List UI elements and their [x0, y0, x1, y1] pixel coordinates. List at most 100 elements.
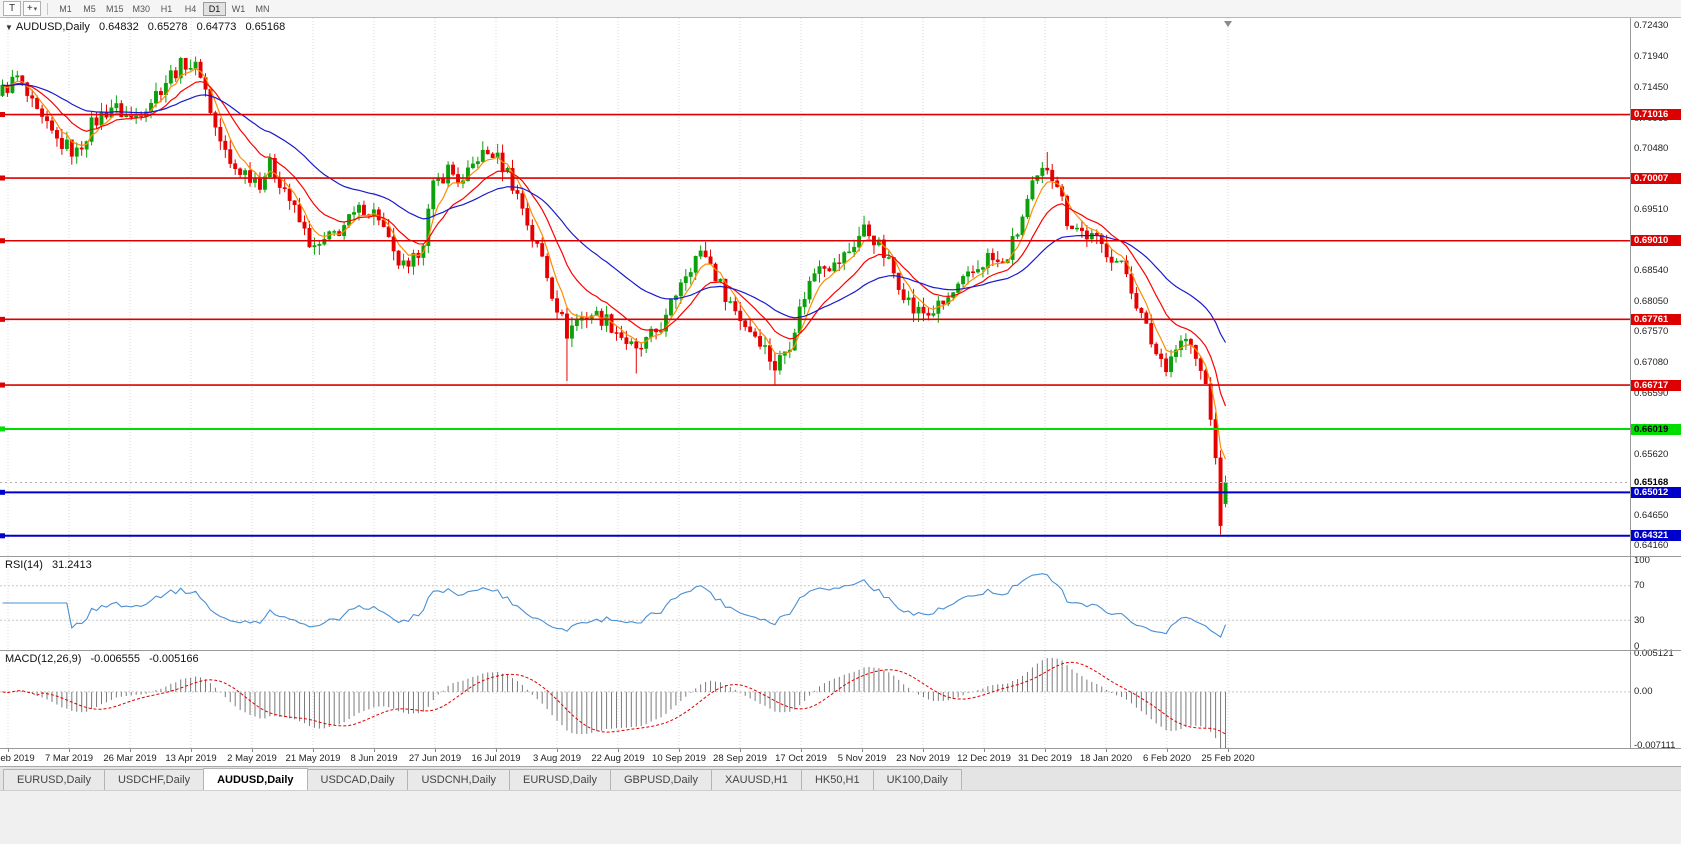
chart-canvas[interactable] — [0, 18, 1630, 748]
line-handle[interactable] — [0, 316, 5, 322]
rsi-axis-label: 100 — [1634, 554, 1650, 566]
price-level-label: 0.66717 — [1631, 379, 1681, 391]
timeframe-buttons: M1 M5 M15 M30 H1 H4 D1 W1 MN — [54, 1, 274, 16]
price-tick-label: 0.67570 — [1634, 325, 1669, 337]
date-label: 31 Dec 2019 — [1018, 753, 1072, 764]
line-handle[interactable] — [0, 112, 5, 118]
timeframe-button-d1[interactable]: D1 — [203, 1, 227, 16]
price-tick-label: 0.67080 — [1634, 356, 1669, 368]
chart-symbol-ohlc-label: ▼ AUDUSD,Daily 0.64832 0.65278 0.64773 0.… — [5, 21, 285, 33]
rsi-line — [2, 573, 1227, 638]
time-tick — [1106, 749, 1107, 752]
price-tick-label: 0.68050 — [1634, 295, 1669, 307]
moving-averages-layer — [2, 67, 1227, 460]
chart-shift-marker[interactable] — [1224, 21, 1232, 27]
price-tick-label: 0.70480 — [1634, 142, 1669, 154]
macd-signal-value: -0.005166 — [149, 653, 199, 665]
price-level-label: 0.69010 — [1631, 235, 1681, 247]
time-tick — [679, 749, 680, 752]
macd-name: MACD(12,26,9) — [5, 653, 82, 665]
timeframe-button-m5[interactable]: M5 — [78, 2, 101, 16]
chart-tab-hk50-h1[interactable]: HK50,H1 — [800, 769, 873, 790]
rsi-layer — [2, 573, 1227, 638]
chart-tab-audusd-daily[interactable]: AUDUSD,Daily — [203, 768, 308, 790]
current-price-label: 0.65168 — [1634, 477, 1669, 488]
time-tick — [618, 749, 619, 752]
time-axis[interactable]: 16 Feb 2019 7 Mar 2019 26 Mar 2019 13 Apr 2… — [0, 749, 1630, 766]
date-label: 16 Jul 2019 — [471, 753, 521, 764]
ma-mid-line — [2, 80, 1227, 407]
timeframe-button-h4[interactable]: H4 — [179, 2, 202, 16]
chart-tab-uk100-daily[interactable]: UK100,Daily — [872, 769, 962, 790]
price-tick-label: 0.68540 — [1634, 264, 1669, 276]
rsi-indicator-label: RSI(14) 31.2413 — [5, 559, 92, 571]
rsi-name: RSI(14) — [5, 559, 43, 571]
time-tick — [801, 749, 802, 752]
macd-value: -0.006555 — [90, 653, 141, 665]
macd-axis-label: 0.00 — [1634, 686, 1653, 698]
chart-tab-xauusd-h1[interactable]: XAUUSD,H1 — [710, 769, 801, 790]
timeframe-button-w1[interactable]: W1 — [227, 2, 250, 16]
line-handle[interactable] — [0, 238, 5, 244]
price-axis[interactable]: 0.724300.719400.714500.709600.704800.695… — [1630, 18, 1681, 751]
time-tick — [984, 749, 985, 752]
time-tick — [435, 749, 436, 752]
timeframe-button-m1[interactable]: M1 — [54, 2, 77, 16]
timeframe-button-m15[interactable]: M15 — [102, 2, 128, 16]
chart-tab-eurusd-daily[interactable]: EURUSD,Daily — [509, 769, 610, 790]
time-tick — [69, 749, 70, 752]
line-handle[interactable] — [0, 382, 5, 388]
chart-tabs-bar: EURUSD,Daily USDCHF,Daily AUDUSD,Daily USDC… — [0, 766, 1681, 790]
chart-tab-usdcad-daily[interactable]: USDCAD,Daily — [307, 769, 408, 790]
macd-panel-separator[interactable] — [0, 650, 1681, 651]
price-level-label: 0.70007 — [1631, 172, 1681, 184]
macd-axis-label: -0.007111 — [1634, 739, 1676, 751]
line-handle[interactable] — [0, 533, 5, 539]
date-label: 25 Feb 2020 — [1201, 753, 1255, 764]
horizontal-levels-layer — [0, 112, 1630, 539]
timeframe-button-h1[interactable]: H1 — [155, 2, 178, 16]
crosshair-tool-button[interactable]: + ▾ — [23, 1, 41, 16]
symbol-dropdown-icon[interactable]: ▼ — [5, 23, 13, 32]
open-value: 0.64832 — [98, 21, 139, 33]
time-tick — [191, 749, 192, 752]
crosshair-icon: + — [26, 3, 33, 14]
chart-tab-eurusd-daily[interactable]: EURUSD,Daily — [3, 769, 104, 790]
time-tick — [130, 749, 131, 752]
date-label: 21 May 2019 — [285, 753, 341, 764]
timeframe-button-mn[interactable]: MN — [251, 2, 274, 16]
date-label: 12 Dec 2019 — [957, 753, 1011, 764]
macd-indicator-label: MACD(12,26,9) -0.006555 -0.005166 — [5, 653, 199, 665]
date-label: 8 Jun 2019 — [350, 753, 398, 764]
time-tick — [1167, 749, 1168, 752]
price-tick-label: 0.71940 — [1634, 50, 1669, 62]
line-handle[interactable] — [0, 489, 5, 495]
date-label: 6 Feb 2020 — [1142, 753, 1192, 764]
rsi-axis-label: 0 — [1634, 640, 1640, 652]
date-label: 16 Feb 2019 — [0, 753, 35, 764]
text-tool-button[interactable]: T — [3, 1, 21, 16]
time-tick — [923, 749, 924, 752]
chart-tab-usdchf-daily[interactable]: USDCHF,Daily — [103, 769, 204, 790]
rsi-panel-separator[interactable] — [0, 556, 1681, 557]
date-label: 18 Jan 2020 — [1079, 753, 1133, 764]
ma-fast-line — [2, 67, 1227, 460]
timeframe-button-m30[interactable]: M30 — [129, 2, 155, 16]
candles-layer — [0, 56, 1228, 535]
macd-signal-line — [2, 661, 1226, 735]
time-tick — [496, 749, 497, 752]
time-tick — [740, 749, 741, 752]
line-handle[interactable] — [0, 175, 5, 181]
chart-tab-gbpusd-daily[interactable]: GBPUSD,Daily — [610, 769, 711, 790]
time-tick — [1228, 749, 1229, 752]
price-tick-label: 0.66590 — [1634, 387, 1669, 399]
chart-tab-usdcnh-daily[interactable]: USDCNH,Daily — [407, 769, 510, 790]
price-tick-label: 0.69510 — [1634, 203, 1669, 215]
macd-axis-label: 0.005121 — [1634, 648, 1674, 660]
price-tick-label: 0.71450 — [1634, 81, 1669, 93]
toolbar: T + ▾ M1 M5 M15 M30 H1 H4 D1 W1 MN — [0, 0, 1681, 18]
line-handle[interactable] — [0, 426, 5, 432]
rsi-axis-label: 70 — [1634, 580, 1645, 592]
date-label: 23 Nov 2019 — [896, 753, 950, 764]
